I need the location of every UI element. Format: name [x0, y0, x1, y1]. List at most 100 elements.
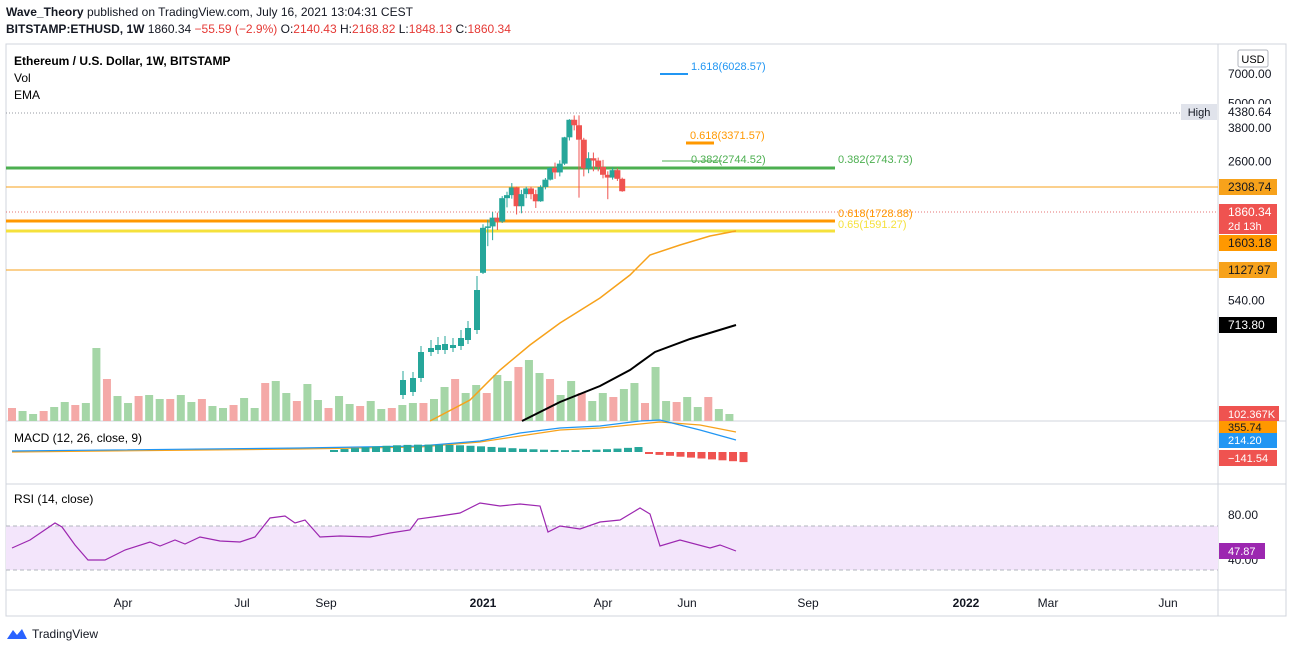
volume-bar [18, 411, 27, 421]
volume-bar [430, 399, 438, 421]
volume-bar [366, 401, 375, 421]
volume-bar [113, 396, 122, 421]
rsi-label: 47.87 [1228, 546, 1256, 558]
volume-bar [461, 393, 470, 421]
time-tick-label: Jun [677, 596, 696, 610]
macd-pane [11, 419, 748, 463]
countdown-label: 2d 13h [1228, 221, 1262, 233]
candle [489, 217, 496, 227]
ema-legend: EMA [14, 88, 40, 102]
currency-button[interactable] [1237, 49, 1269, 68]
volume-bar [387, 408, 396, 421]
volume-bar [619, 389, 628, 421]
candle [400, 380, 406, 395]
high-tag: High [1188, 107, 1211, 119]
volume-bar [29, 414, 38, 421]
macd-histogram-bar [624, 447, 632, 452]
volume-bar [641, 403, 649, 421]
footer-brand[interactable]: TradingView [32, 627, 99, 641]
macd-label: 355.74 [1228, 422, 1262, 434]
volume-bar [398, 405, 407, 421]
close-label: C: [455, 22, 468, 36]
volume-bar [546, 379, 555, 421]
candle [523, 188, 530, 195]
high-tag-box [1181, 104, 1217, 120]
macd-histogram-bar [550, 449, 559, 452]
time-tick-label: Mar [1038, 596, 1059, 610]
macd-histogram-bar [477, 446, 485, 452]
price-axis: 7000.005000.003800.002600.002000.001000.… [1181, 67, 1279, 567]
publish-line: Wave_Theory published on TradingView.com… [6, 5, 413, 19]
candle [418, 352, 424, 378]
volume-bar [493, 375, 502, 421]
candle [614, 170, 621, 179]
close-value: 1860.34 [467, 22, 511, 36]
volume-bar [134, 396, 143, 421]
volume-bar [303, 384, 312, 421]
volume-bar [503, 381, 512, 421]
time-tick-label: Apr [594, 596, 613, 610]
volume-bar [81, 403, 90, 421]
macd-histogram-bar [508, 448, 517, 452]
last-price: 1860.34 [147, 22, 192, 36]
price-label: 713.80 [1228, 318, 1265, 332]
candle [532, 194, 539, 202]
candle [576, 125, 582, 140]
candle [428, 348, 434, 352]
macd-histogram-bar [687, 452, 695, 458]
candle [604, 174, 611, 178]
author-name[interactable]: Wave_Theory [6, 5, 84, 19]
volume-bar [71, 405, 80, 421]
volume-bar [60, 402, 69, 421]
price-label-box [1219, 262, 1277, 278]
time-tick-label: Jul [234, 596, 249, 610]
low-value: 1848.13 [408, 22, 453, 36]
volume-bar [50, 407, 59, 421]
volume-bar [229, 405, 238, 421]
chart-title: Ethereum / U.S. Dollar, 1W, BITSTAMP [14, 54, 230, 68]
fib-retrace-label: 0.382(2744.52) [691, 154, 766, 166]
price-label: 1603.18 [1228, 236, 1272, 250]
volume-bar [472, 385, 481, 421]
time-axis: Apr Jul Sep 2021 Apr Jun Sep 2022 Mar Jun [114, 596, 1178, 610]
candle [556, 163, 563, 173]
tradingview-logo-icon[interactable] [6, 627, 28, 641]
open-value: 2140.43 [293, 22, 337, 36]
candle [450, 345, 456, 348]
candle [435, 345, 441, 350]
macd-histogram-bar [403, 444, 412, 452]
symbol-line: BITSTAMP:ETHUSD, 1W 1860.34 −55.59 (−2.9… [6, 22, 511, 36]
volume-label-box [1219, 406, 1279, 421]
candle [580, 139, 587, 169]
volume-bar [662, 401, 671, 421]
volume-bar [39, 411, 48, 421]
ema-lines [429, 230, 737, 422]
macd-histogram-bar [435, 444, 443, 452]
candle [590, 158, 597, 161]
macd-legend: MACD (12, 26, close, 9) [14, 431, 142, 445]
price-label: 1127.97 [1228, 263, 1271, 277]
candle [552, 167, 558, 173]
volume-bar [535, 373, 544, 421]
macd-histogram-bar [519, 448, 527, 452]
rsi-line [11, 502, 737, 561]
macd-histogram-bar [466, 445, 475, 452]
macd-histogram-bar [372, 446, 380, 452]
price-tick-label: 3800.00 [1228, 121, 1272, 135]
open-label: O: [280, 22, 294, 36]
macd-histogram-bar [361, 447, 370, 452]
volume-bar [598, 393, 607, 421]
candle [600, 166, 606, 175]
candle [442, 344, 448, 350]
high-value: 2168.82 [352, 22, 396, 36]
candle [571, 119, 578, 126]
macd-histogram-bar [613, 448, 622, 452]
volume-bar [440, 387, 449, 421]
candle [494, 217, 501, 222]
volume-bar [419, 403, 428, 421]
macd-histogram-bar [382, 445, 391, 452]
macd-histogram-bar [582, 449, 590, 452]
rsi-band [6, 526, 1218, 570]
macd-histogram-bar [718, 452, 727, 461]
